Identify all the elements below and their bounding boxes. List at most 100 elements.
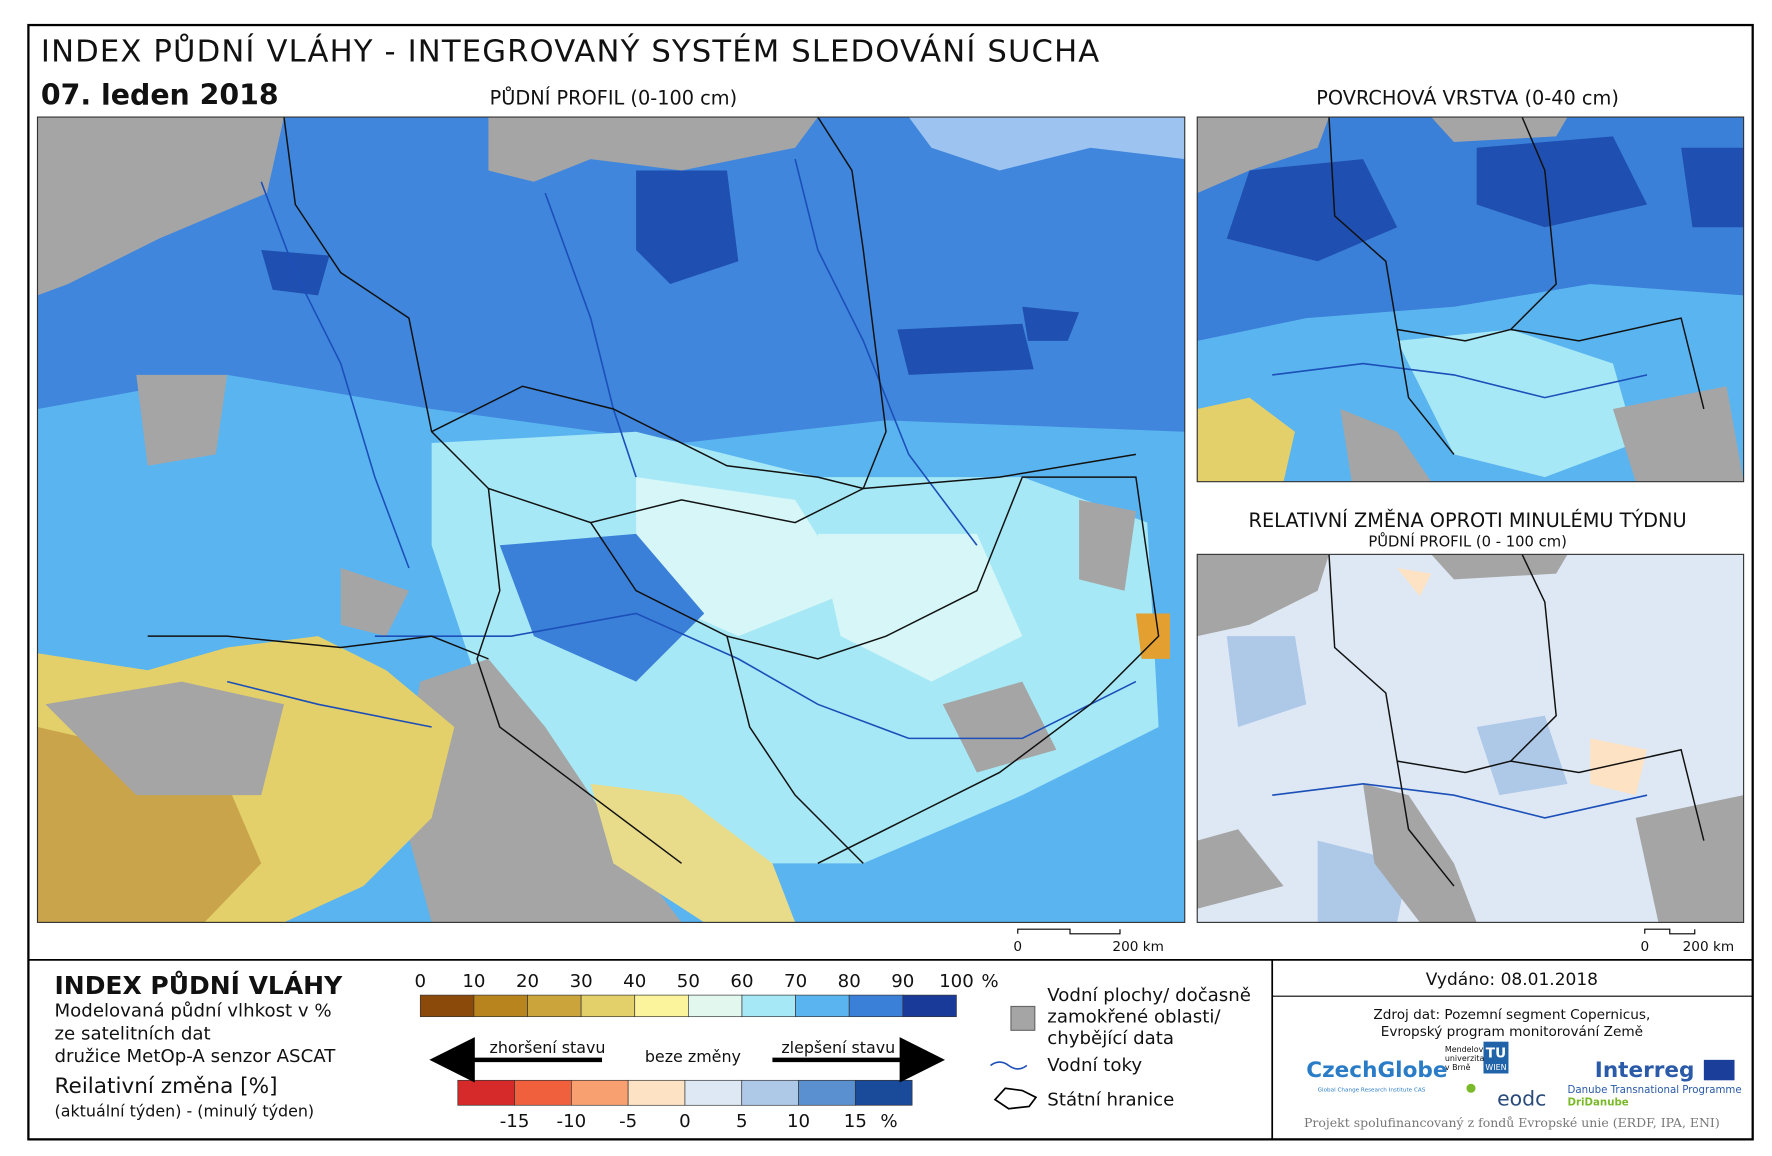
main-map xyxy=(37,117,1185,923)
sea xyxy=(37,117,284,296)
color-box xyxy=(741,994,796,1018)
colorbar-tick-label: 10 xyxy=(787,1111,810,1132)
legend-text: Reilativní změna [%] xyxy=(55,1074,278,1099)
eu-flag xyxy=(1703,1059,1735,1081)
colorbar-tick-label: 5 xyxy=(736,1111,748,1132)
map-frame xyxy=(1196,116,1745,483)
logo: WIEN xyxy=(1485,1063,1506,1072)
scale-bar: 0 200 km xyxy=(1640,928,1734,955)
colorbar-tick-label: -10 xyxy=(557,1111,587,1132)
logo: TU xyxy=(1486,1046,1506,1062)
wet-area xyxy=(636,170,739,285)
logo: Mendelova xyxy=(1445,1045,1488,1054)
legend-text: Vodní plochy/ dočasně xyxy=(1047,985,1251,1006)
scale-label: 200 km xyxy=(1112,939,1164,955)
moisture-area xyxy=(908,117,1185,171)
state-border xyxy=(1328,117,1705,455)
colorbar-tick-label: 100 xyxy=(939,971,974,992)
color-box xyxy=(419,994,475,1018)
water-symbol xyxy=(1010,1005,1036,1031)
color-box xyxy=(571,1079,629,1106)
color-box xyxy=(580,994,636,1018)
index-colorbar: 0 10 20 30 40 50 60 70 80 90 100% xyxy=(415,971,999,1018)
river xyxy=(226,680,432,728)
legend-text: ze satelitních dat xyxy=(55,1023,211,1044)
logo: univerzita xyxy=(1445,1054,1485,1063)
color-box xyxy=(795,994,850,1018)
colorbar-tick-label: 40 xyxy=(623,971,646,992)
legend-text: chybějící data xyxy=(1047,1028,1174,1049)
color-box xyxy=(798,1079,856,1106)
date: 07. leden 2018 xyxy=(41,79,279,112)
change-word: beze změny xyxy=(645,1047,741,1066)
colorbar-tick-label: 15 xyxy=(844,1111,867,1132)
colorbar-tick-label: 90 xyxy=(891,971,914,992)
river xyxy=(374,612,1137,740)
colorbar-tick-label: 70 xyxy=(784,971,807,992)
change-word: zhoršení stavu xyxy=(490,1038,606,1057)
gray-area xyxy=(397,658,682,923)
colorbar-tick-label: 20 xyxy=(516,971,539,992)
logo-box xyxy=(1483,1041,1509,1074)
color-box xyxy=(473,994,528,1018)
state-border xyxy=(283,117,887,524)
state-border xyxy=(1328,554,1705,887)
change-area xyxy=(1397,568,1648,796)
colorbar-tick-label: -5 xyxy=(619,1111,637,1132)
moisture-area xyxy=(499,533,705,682)
gray-area xyxy=(136,374,1136,773)
legend-text: družice MetOp-A senzor ASCAT xyxy=(55,1046,337,1067)
scale-line xyxy=(1017,928,1121,935)
colorbar-tick-label: 0 xyxy=(415,971,427,992)
legend-text: Státní hranice xyxy=(1047,1089,1174,1110)
river xyxy=(260,181,410,569)
map-sublabel: PŮDNÍ PROFIL (0 - 100 cm) xyxy=(1368,532,1567,550)
map-label: RELATIVNÍ ZMĚNA OPROTI MINULÉMU TÝDNU xyxy=(1249,509,1687,532)
colorbar-tick-label: 60 xyxy=(730,971,753,992)
issued: Vydáno: 08.01.2018 xyxy=(1426,970,1598,990)
colorbar-tick-label: 10 xyxy=(462,971,485,992)
wet-area xyxy=(261,249,1080,375)
change-map xyxy=(1197,554,1744,923)
color-box xyxy=(457,1079,515,1106)
title: INDEX PŮDNÍ VLÁHY - INTEGROVANÝ SYSTÉM S… xyxy=(41,32,1101,69)
sea xyxy=(1197,554,1568,637)
scale-label: 0 xyxy=(1640,939,1649,955)
map-label: PŮDNÍ PROFIL (0-100 cm) xyxy=(490,86,737,110)
border-symbol xyxy=(993,1087,1038,1110)
color-box xyxy=(684,1079,743,1106)
colorbar-tick-label: 80 xyxy=(838,971,861,992)
logo: CzechGlobe xyxy=(1306,1058,1447,1083)
river xyxy=(1272,362,1648,399)
scale-label: 0 xyxy=(1013,939,1022,955)
logo: v Brně xyxy=(1445,1063,1471,1072)
color-box xyxy=(627,1079,686,1106)
colorbar-unit: % xyxy=(981,971,998,992)
color-box xyxy=(688,994,743,1018)
gray-area xyxy=(45,681,284,796)
river xyxy=(794,158,978,546)
color-box xyxy=(634,994,689,1018)
river-symbol xyxy=(990,1061,1028,1070)
legend-text: (aktuální týden) - (minulý týden) xyxy=(55,1102,315,1121)
scale-bar: 0 200 km xyxy=(1013,928,1164,955)
source: Evropský program monitorování Země xyxy=(1381,1024,1643,1040)
state-border xyxy=(147,385,1160,864)
colorbar-tick-label: -15 xyxy=(500,1111,530,1132)
funding: Projekt spolufinancovaný z fondů Evropsk… xyxy=(1304,1115,1720,1130)
legend-title: INDEX PŮDNÍ VLÁHY xyxy=(55,970,344,1000)
wet-area xyxy=(1226,136,1744,262)
river xyxy=(544,192,637,478)
scale-line xyxy=(1644,928,1696,935)
logo: Danube Transnational Programme xyxy=(1568,1085,1742,1096)
dry-area xyxy=(1197,397,1295,482)
moisture-area xyxy=(636,477,1023,682)
color-box xyxy=(854,1079,913,1106)
change-word: zlepšení stavu xyxy=(781,1038,895,1057)
surface-map xyxy=(1197,117,1744,482)
color-box xyxy=(902,994,957,1018)
change-colorbar: -15 -10 -5 0 5 10 15% xyxy=(457,1079,913,1132)
